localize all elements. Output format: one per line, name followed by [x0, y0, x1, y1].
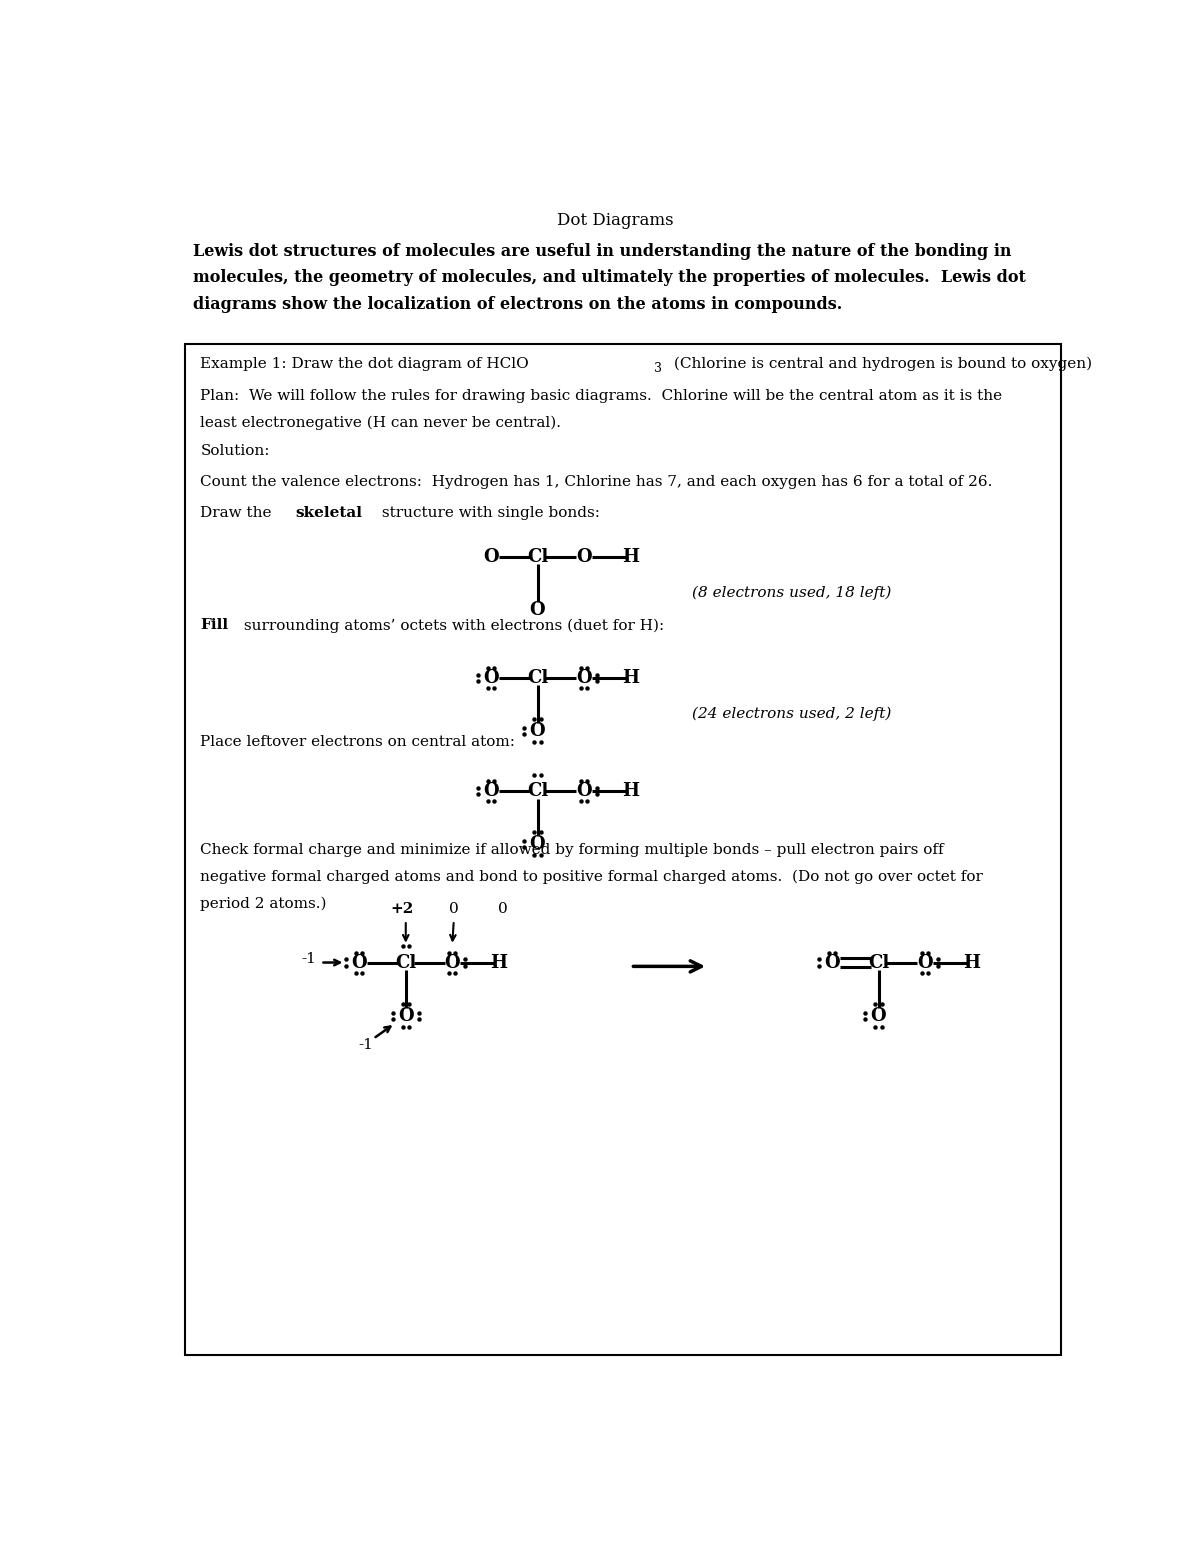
Text: Cl: Cl — [527, 548, 548, 565]
Bar — [185, 345, 1061, 1356]
Text: 0: 0 — [498, 902, 508, 916]
Text: -1: -1 — [301, 952, 317, 966]
Text: O: O — [529, 601, 545, 618]
Text: O: O — [352, 954, 367, 972]
Text: Plan:  We will follow the rules for drawing basic diagrams.  Chlorine will be th: Plan: We will follow the rules for drawi… — [200, 388, 1002, 402]
Text: molecules, the geometry of molecules, and ultimately the properties of molecules: molecules, the geometry of molecules, an… — [193, 269, 1026, 286]
Text: +2: +2 — [390, 902, 414, 916]
Text: Dot Diagrams: Dot Diagrams — [557, 211, 673, 228]
Text: Cl: Cl — [527, 669, 548, 686]
Text: Cl: Cl — [395, 954, 416, 972]
Text: O: O — [529, 722, 545, 739]
Text: H: H — [622, 781, 640, 800]
Text: least electronegative (H can never be central).: least electronegative (H can never be ce… — [200, 416, 562, 430]
Text: O: O — [576, 669, 592, 686]
Text: period 2 atoms.): period 2 atoms.) — [200, 896, 326, 910]
Text: H: H — [622, 548, 640, 565]
Text: 3: 3 — [654, 362, 661, 374]
Text: diagrams show the localization of electrons on the atoms in compounds.: diagrams show the localization of electr… — [193, 295, 842, 312]
Text: O: O — [398, 1006, 414, 1025]
Text: Cl: Cl — [527, 781, 548, 800]
Text: (24 electrons used, 2 left): (24 electrons used, 2 left) — [692, 707, 892, 721]
Text: O: O — [444, 954, 460, 972]
Text: skeletal: skeletal — [295, 506, 362, 520]
Text: O: O — [484, 548, 499, 565]
Text: Example 1: Draw the dot diagram of HClO: Example 1: Draw the dot diagram of HClO — [200, 357, 529, 371]
Text: O: O — [529, 836, 545, 853]
Text: O: O — [576, 548, 592, 565]
Text: H: H — [622, 669, 640, 686]
Text: Count the valence electrons:  Hydrogen has 1, Chlorine has 7, and each oxygen ha: Count the valence electrons: Hydrogen ha… — [200, 475, 992, 489]
Text: Place leftover electrons on central atom:: Place leftover electrons on central atom… — [200, 736, 515, 750]
Text: H: H — [491, 954, 508, 972]
Text: Check formal charge and minimize if allowed by forming multiple bonds – pull ele: Check formal charge and minimize if allo… — [200, 843, 944, 857]
Text: O: O — [824, 954, 840, 972]
Text: Lewis dot structures of molecules are useful in understanding the nature of the : Lewis dot structures of molecules are us… — [193, 242, 1012, 259]
Text: O: O — [871, 1006, 887, 1025]
Text: (8 electrons used, 18 left): (8 electrons used, 18 left) — [692, 585, 892, 601]
Text: negative formal charged atoms and bond to positive formal charged atoms.  (Do no: negative formal charged atoms and bond t… — [200, 870, 983, 884]
Text: Solution:: Solution: — [200, 444, 270, 458]
Text: 0: 0 — [449, 902, 458, 916]
Text: Fill: Fill — [200, 618, 228, 632]
Text: -1: -1 — [358, 1037, 373, 1051]
Text: O: O — [917, 954, 932, 972]
Text: H: H — [964, 954, 980, 972]
Text: surrounding atoms’ octets with electrons (duet for H):: surrounding atoms’ octets with electrons… — [239, 618, 665, 632]
Text: O: O — [484, 669, 499, 686]
Text: Cl: Cl — [868, 954, 889, 972]
Text: Draw the: Draw the — [200, 506, 277, 520]
Text: O: O — [576, 781, 592, 800]
Text: (Chlorine is central and hydrogen is bound to oxygen): (Chlorine is central and hydrogen is bou… — [670, 357, 1092, 371]
Text: O: O — [484, 781, 499, 800]
Text: structure with single bonds:: structure with single bonds: — [377, 506, 600, 520]
